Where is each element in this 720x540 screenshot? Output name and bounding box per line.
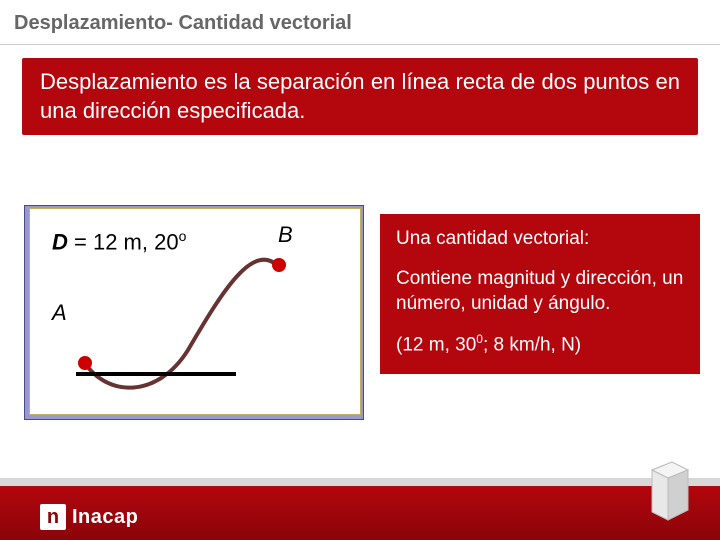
ex3-post: ; 8 km/h, N) (483, 334, 581, 355)
explanation-line2: Contiene magnitud y dirección, un número… (396, 266, 684, 317)
curve-path (84, 260, 278, 388)
baseline-segment (76, 372, 236, 376)
logo-text: Inacap (72, 506, 138, 529)
explanation-line3: (12 m, 300; 8 km/h, N) (396, 331, 684, 358)
point-b-dot (272, 258, 286, 272)
title-underline (0, 44, 720, 45)
explanation-box: Una cantidad vectorial: Contiene magnitu… (380, 214, 700, 374)
ex3-pre: (12 m, 30 (396, 334, 476, 355)
point-a-dot (78, 356, 92, 370)
cube-icon (642, 450, 692, 522)
brand-logo: n Inacap (40, 504, 138, 530)
point-b-label: B (278, 222, 293, 248)
ex3-sup: 0 (476, 332, 483, 346)
explanation-line1: Una cantidad vectorial: (396, 226, 684, 252)
logo-mark-icon: n (40, 504, 66, 530)
equation-sup: o (179, 228, 187, 244)
definition-box: Desplazamiento es la separación en línea… (22, 58, 698, 135)
slide-title: Desplazamiento- Cantidad vectorial (14, 12, 352, 35)
